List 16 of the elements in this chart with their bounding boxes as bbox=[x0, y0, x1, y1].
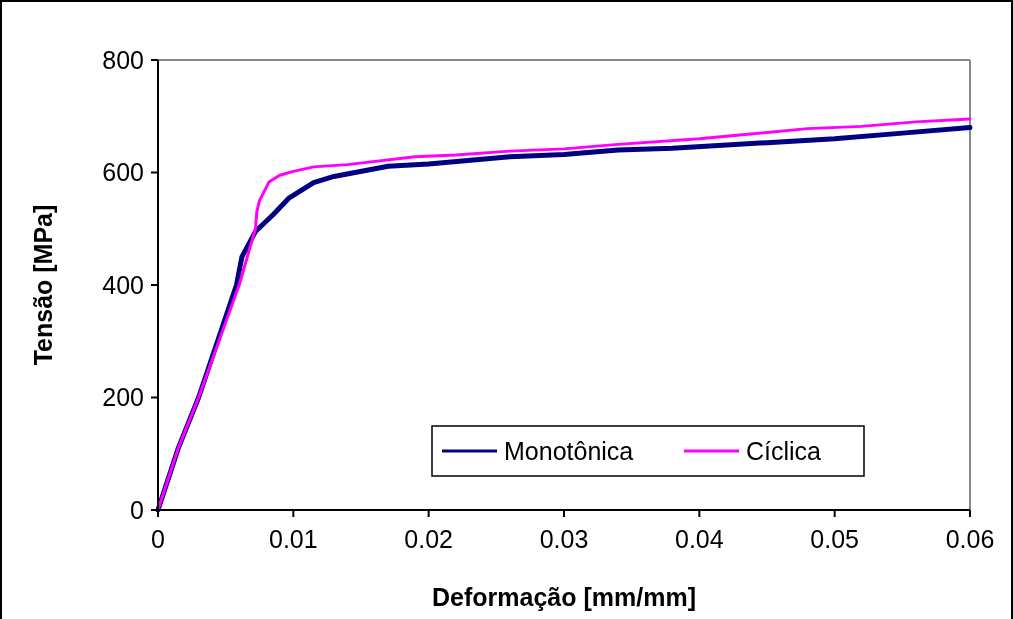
x-tick-label: 0 bbox=[151, 525, 165, 553]
x-axis-title: Deformação [mm/mm] bbox=[432, 583, 696, 611]
y-tick-label: 800 bbox=[102, 45, 144, 74]
y-axis-title: Tensão [MPa] bbox=[29, 204, 57, 366]
y-tick-label: 400 bbox=[102, 270, 144, 299]
y-tick-label: 0 bbox=[130, 495, 144, 524]
legend-label: Monotônica bbox=[504, 436, 634, 465]
y-tick-label: 200 bbox=[102, 383, 144, 412]
x-tick-label: 0.02 bbox=[404, 525, 453, 553]
legend-label: Cíclica bbox=[746, 436, 822, 465]
y-tick-label: 600 bbox=[102, 158, 144, 187]
x-tick-label: 0.05 bbox=[810, 525, 859, 553]
x-tick-label: 0.04 bbox=[675, 525, 724, 553]
x-tick-label: 0.03 bbox=[539, 525, 589, 553]
x-tick-label: 0.01 bbox=[269, 525, 318, 553]
x-tick-label: 0.06 bbox=[945, 525, 995, 553]
